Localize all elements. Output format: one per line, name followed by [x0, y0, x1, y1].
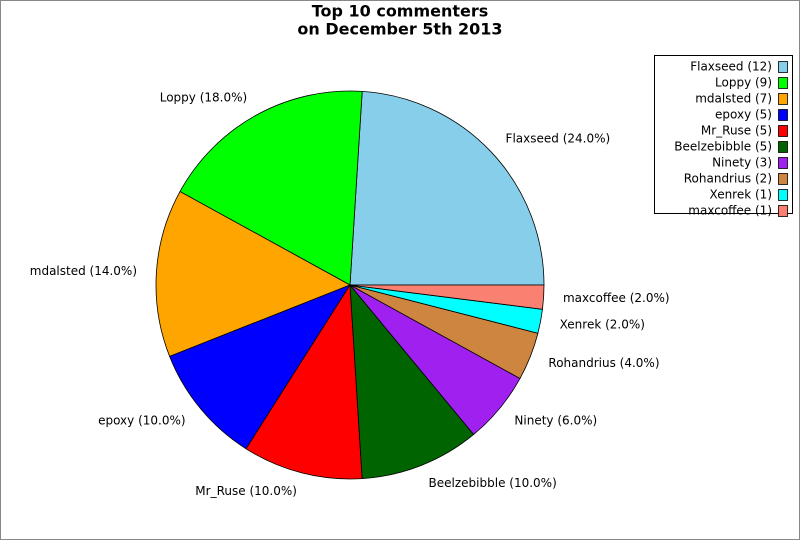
- legend-label: Loppy (9): [715, 76, 772, 90]
- pie-slice: [245, 283, 363, 480]
- slice-label: Ninety (6.0%): [514, 414, 597, 428]
- legend-swatch: [778, 109, 788, 121]
- legend-swatch: [778, 61, 788, 73]
- slice-label: Flaxseed (24.0%): [506, 131, 611, 145]
- pie-slice: [349, 90, 545, 286]
- legend-label: mdalsted (7): [695, 92, 772, 106]
- legend-swatch: [778, 173, 788, 185]
- legend-label: Rohandrius (2): [684, 172, 772, 186]
- legend-label: Xenrek (1): [710, 188, 772, 202]
- pie-slice: [349, 284, 545, 310]
- legend-label: Mr_Ruse (5): [701, 124, 772, 138]
- legend-swatch: [778, 205, 788, 217]
- slice-label: Loppy (18.0%): [160, 90, 247, 104]
- slice-label: maxcoffee (2.0%): [563, 291, 670, 305]
- legend-label: epoxy (5): [715, 108, 772, 122]
- pie-slice: [155, 190, 351, 357]
- legend-swatch: [778, 157, 788, 169]
- legend-label: Beelzebibble (5): [674, 140, 772, 154]
- legend-box: [654, 55, 793, 214]
- slice-label: Beelzebibble (10.0%): [429, 476, 557, 490]
- chart-title: Top 10 commenters: [312, 2, 489, 21]
- chart-title: on December 5th 2013: [297, 20, 502, 39]
- legend-swatch: [778, 141, 788, 153]
- legend-swatch: [778, 77, 788, 89]
- slice-label: Mr_Ruse (10.0%): [195, 484, 297, 498]
- pie-slice: [169, 284, 351, 450]
- pie-slice: [179, 90, 363, 286]
- legend-label: Flaxseed (12): [690, 60, 772, 74]
- slice-label: Rohandrius (4.0%): [548, 356, 659, 370]
- pie-slice: [349, 283, 475, 480]
- legend-swatch: [778, 189, 788, 201]
- legend-swatch: [778, 93, 788, 105]
- slice-label: epoxy (10.0%): [98, 414, 185, 428]
- legend-label: Ninety (3): [712, 156, 772, 170]
- legend-swatch: [778, 125, 788, 137]
- slice-label: mdalsted (14.0%): [30, 264, 137, 278]
- slice-label: Xenrek (2.0%): [560, 317, 645, 331]
- legend-label: maxcoffee (1): [688, 204, 772, 218]
